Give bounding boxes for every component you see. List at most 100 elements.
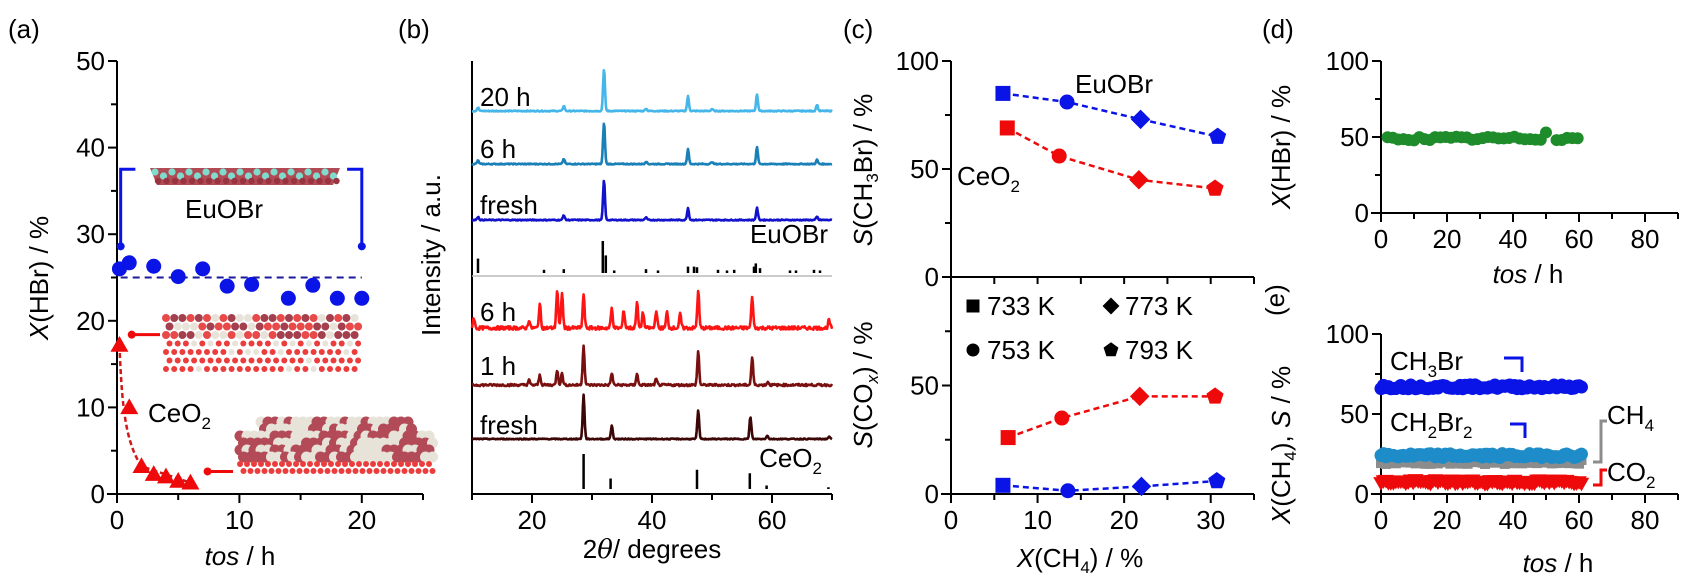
panel-c-top-ceo2-line: [1006, 126, 1216, 190]
panel-a-y-tick-label: 20: [76, 306, 105, 336]
panel-e-label-ch4: CH4: [1607, 400, 1654, 435]
atom: [190, 322, 199, 331]
atom: [219, 314, 228, 322]
atom: [265, 177, 272, 185]
panel-b-x-axis-title: 2θ/ degrees: [583, 534, 722, 565]
atom: [333, 177, 340, 185]
atom: [194, 331, 203, 339]
panel-a-euobr-bracket-right: [347, 167, 364, 247]
atom: [219, 168, 227, 176]
atom: [166, 357, 173, 364]
panel-e-label-ch2br2: CH2Br2: [1390, 407, 1473, 442]
atom: [191, 357, 198, 364]
atom: [373, 468, 380, 474]
atom: [220, 366, 227, 372]
panel-a-y-tick-label: 50: [76, 46, 105, 76]
atom: [350, 331, 359, 339]
atom: [276, 331, 285, 339]
panel-c-bottom-euobr-point: [1208, 471, 1226, 489]
panel-c-legend-label: 773 K: [1125, 291, 1194, 321]
atom: [337, 322, 346, 331]
panel-a-euobr-point: [146, 258, 162, 274]
panel-a-euobr-bracket-dot: [116, 242, 125, 251]
panel-a-euobr-point: [305, 277, 321, 293]
panel-c-bottom-ceo2-line: [1007, 395, 1216, 439]
atom: [248, 340, 255, 347]
atom: [245, 349, 251, 355]
atom: [248, 357, 255, 364]
atom: [321, 168, 329, 176]
panel-a-ceo2-point: [169, 472, 188, 488]
atom: [300, 461, 306, 467]
panel-c-top-ceo2-point: [1206, 179, 1224, 196]
atom: [256, 177, 264, 185]
panel-c-legend-marker-square: [966, 299, 980, 313]
atom: [302, 349, 309, 355]
panel-e-y-axis-title: X(CH4), S / %: [1266, 366, 1300, 525]
atom: [185, 168, 193, 176]
panel-a-euobr-point: [219, 278, 235, 294]
panel-c-euobr-label: EuOBr: [1075, 69, 1153, 99]
panel-c-top-euobr-point: [1130, 109, 1151, 130]
atom: [351, 349, 358, 355]
atom: [281, 357, 288, 364]
panel-a-pointer-dot: [203, 467, 212, 476]
atom: [313, 322, 322, 331]
atom: [273, 357, 280, 364]
atom: [301, 331, 310, 339]
atom: [335, 461, 341, 467]
atom: [335, 349, 342, 355]
atom: [349, 461, 355, 467]
atom: [261, 366, 268, 372]
atom: [235, 314, 244, 322]
panel-c-top-y-axis-title: S(CH3Br) / %: [848, 94, 882, 246]
panel-c-bottom-euobr-point: [1060, 483, 1076, 499]
panel-a-pointer-dot: [127, 330, 136, 339]
atom: [182, 340, 189, 347]
atom: [280, 322, 289, 331]
panel-c-bottom-ceo2-point: [1206, 387, 1224, 404]
panel-d-axes: 0 50 100 0 20 40 60 80: [1326, 46, 1679, 254]
atom: [263, 322, 272, 331]
atom: [286, 349, 292, 355]
panel-a-ceo2-point: [144, 465, 163, 481]
panel-d-x-tick-label: 0: [1374, 224, 1388, 254]
atom: [316, 177, 323, 185]
atom: [170, 314, 179, 322]
atom: [289, 357, 296, 364]
atom: [394, 468, 401, 474]
atom: [270, 168, 278, 176]
atom: [261, 468, 268, 474]
atom: [346, 340, 353, 347]
panel-c-top-y-tick-label: 0: [925, 262, 939, 292]
atom: [204, 366, 210, 372]
atom: [310, 349, 317, 355]
atom: [289, 468, 296, 474]
atom: [232, 340, 239, 347]
atom: [212, 366, 219, 372]
atom: [240, 340, 247, 347]
atom: [219, 331, 228, 339]
atom: [186, 314, 195, 322]
atom: [206, 322, 215, 331]
atom: [222, 177, 230, 185]
atom: [317, 331, 326, 339]
panel-c-top-euobr-point: [1059, 94, 1075, 110]
panel-label-b: (b): [398, 14, 430, 44]
atom: [314, 357, 321, 364]
atom: [182, 357, 189, 364]
atom: [317, 314, 326, 322]
atom: [273, 177, 281, 185]
panel-c-legend-label: 753 K: [987, 335, 1056, 365]
atom: [248, 177, 255, 185]
panel-a-euobr-slab-icon: [150, 168, 340, 185]
atom: [251, 461, 257, 467]
panel-b-trace-label: fresh: [480, 190, 538, 220]
atom: [312, 172, 321, 180]
panel-a-euobr-point: [329, 290, 345, 306]
panel-a-ceo2-point: [181, 473, 200, 490]
atom: [187, 366, 194, 372]
panel-b-trace-label: 20 h: [480, 82, 531, 112]
panel-e-x-axis-title: tos / h: [1523, 548, 1594, 578]
atom: [268, 314, 277, 322]
